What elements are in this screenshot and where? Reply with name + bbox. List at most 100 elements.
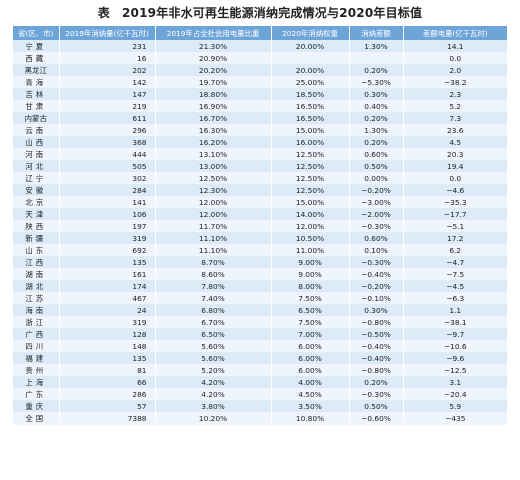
cell-weight-2020: 7.50%	[271, 316, 350, 329]
cell-gap-energy: −4.7	[403, 256, 507, 269]
cell-weight-2020: 6.00%	[271, 364, 350, 377]
cell-share-2019: 5.60%	[155, 340, 272, 353]
cell-share-2019: 11.10%	[155, 244, 272, 257]
cell-weight-2020: 4.00%	[271, 376, 350, 389]
cell-gap-energy: −9.7	[403, 328, 507, 341]
cell-gap: 0.60%	[349, 232, 404, 245]
table-row: 辽宁 302 12.50% 12.50% 0.00% 0.0	[13, 172, 507, 185]
cell-share-2019: 12.00%	[155, 208, 272, 221]
cell-consumption-2019: 24	[59, 304, 156, 317]
cell-share-2019: 7.40%	[155, 292, 272, 305]
cell-gap: 1.30%	[349, 40, 404, 53]
cell-gap: 0.60%	[349, 148, 404, 161]
cell-weight-2020: 6.00%	[271, 340, 350, 353]
cell-share-2019: 16.30%	[155, 124, 272, 137]
cell-consumption-2019: 302	[59, 172, 156, 185]
cell-share-2019: 13.00%	[155, 160, 272, 173]
renewable-consumption-table: 省(区、市) 2019年消纳量(亿千瓦时) 2019年占全社会用电量比重 202…	[13, 26, 507, 425]
cell-gap-energy: 1.1	[403, 304, 507, 317]
cell-consumption-2019: 66	[59, 376, 156, 389]
cell-share-2019: 11.70%	[155, 220, 272, 233]
cell-gap: 0.00%	[349, 172, 404, 185]
table-row: 广西 128 6.50% 7.00% −0.50% −9.7	[13, 328, 507, 341]
cell-weight-2020: 7.00%	[271, 328, 350, 341]
cell-gap: −0.40%	[349, 268, 404, 281]
header-weight-2020: 2020年消纳权重	[271, 26, 350, 40]
cell-consumption-2019: 197	[59, 220, 156, 233]
cell-gap: −0.50%	[349, 328, 404, 341]
caption-label: 表	[97, 6, 110, 20]
cell-province: 河北	[13, 160, 60, 173]
cell-province: 河南	[13, 148, 60, 161]
cell-province: 贵州	[13, 364, 60, 377]
cell-weight-2020: 16.00%	[271, 136, 350, 149]
cell-gap-energy: 20.3	[403, 148, 507, 161]
table-row: 江西 135 8.70% 9.00% −0.30% −4.7	[13, 256, 507, 269]
cell-province: 青海	[13, 76, 60, 89]
cell-consumption-2019: 174	[59, 280, 156, 293]
cell-province: 云南	[13, 124, 60, 137]
cell-consumption-2019: 296	[59, 124, 156, 137]
cell-consumption-2019: 611	[59, 112, 156, 125]
table-row: 宁夏 231 21.30% 20.00% 1.30% 14.1	[13, 40, 507, 53]
table-row: 黑龙江 202 20.20% 20.00% 0.20% 2.0	[13, 64, 507, 77]
header-consumption-2019: 2019年消纳量(亿千瓦时)	[59, 26, 156, 40]
cell-gap-energy: 2.3	[403, 88, 507, 101]
cell-province: 浙江	[13, 316, 60, 329]
cell-weight-2020: 20.00%	[271, 40, 350, 53]
cell-consumption-2019: 319	[59, 316, 156, 329]
cell-consumption-2019: 319	[59, 232, 156, 245]
cell-share-2019: 6.80%	[155, 304, 272, 317]
cell-consumption-2019: 161	[59, 268, 156, 281]
cell-share-2019: 16.20%	[155, 136, 272, 149]
cell-gap-energy: −20.4	[403, 388, 507, 401]
cell-consumption-2019: 135	[59, 256, 156, 269]
cell-province: 湖南	[13, 268, 60, 281]
cell-share-2019: 12.50%	[155, 172, 272, 185]
cell-weight-2020: 4.50%	[271, 388, 350, 401]
table-row: 北京 141 12.00% 15.00% −3.00% −35.3	[13, 196, 507, 209]
table-row: 陕西 197 11.70% 12.00% −0.30% −5.1	[13, 220, 507, 233]
cell-province: 福建	[13, 352, 60, 365]
cell-gap-energy: −10.6	[403, 340, 507, 353]
table-row: 全国 7388 10.20% 10.80% −0.60% −435	[13, 412, 507, 425]
cell-weight-2020: 6.50%	[271, 304, 350, 317]
cell-consumption-2019: 368	[59, 136, 156, 149]
cell-consumption-2019: 505	[59, 160, 156, 173]
cell-share-2019: 11.10%	[155, 232, 272, 245]
cell-weight-2020: 16.50%	[271, 112, 350, 125]
table-row: 山西 368 16.20% 16.00% 0.20% 4.5	[13, 136, 507, 149]
cell-consumption-2019: 284	[59, 184, 156, 197]
cell-gap-energy: 23.6	[403, 124, 507, 137]
cell-gap-energy: −38.1	[403, 316, 507, 329]
cell-weight-2020: 12.50%	[271, 148, 350, 161]
cell-gap: −0.60%	[349, 412, 404, 425]
cell-weight-2020: 15.00%	[271, 196, 350, 209]
cell-gap-energy: −6.3	[403, 292, 507, 305]
cell-gap-energy: 17.2	[403, 232, 507, 245]
cell-share-2019: 4.20%	[155, 388, 272, 401]
cell-weight-2020: 16.50%	[271, 100, 350, 113]
cell-weight-2020: 12.00%	[271, 220, 350, 233]
cell-gap-energy: 5.2	[403, 100, 507, 113]
cell-share-2019: 5.20%	[155, 364, 272, 377]
table-row: 海南 24 6.80% 6.50% 0.30% 1.1	[13, 304, 507, 317]
cell-share-2019: 19.70%	[155, 76, 272, 89]
cell-weight-2020: 15.00%	[271, 124, 350, 137]
cell-gap-energy: 4.5	[403, 136, 507, 149]
cell-gap: −5.30%	[349, 76, 404, 89]
cell-consumption-2019: 7388	[59, 412, 156, 425]
cell-share-2019: 5.60%	[155, 352, 272, 365]
caption-title: 2019年非水可再生能源消纳完成情况与2020年目标值	[122, 6, 423, 20]
cell-consumption-2019: 219	[59, 100, 156, 113]
table-row: 云南 296 16.30% 15.00% 1.30% 23.6	[13, 124, 507, 137]
cell-weight-2020: 9.00%	[271, 256, 350, 269]
cell-province: 陕西	[13, 220, 60, 233]
cell-province: 江苏	[13, 292, 60, 305]
table-row: 四川 148 5.60% 6.00% −0.40% −10.6	[13, 340, 507, 353]
cell-consumption-2019: 141	[59, 196, 156, 209]
cell-weight-2020: 10.50%	[271, 232, 350, 245]
cell-consumption-2019: 231	[59, 40, 156, 53]
table-row: 浙江 319 6.70% 7.50% −0.80% −38.1	[13, 316, 507, 329]
table-row: 安徽 284 12.30% 12.50% −0.20% −4.6	[13, 184, 507, 197]
